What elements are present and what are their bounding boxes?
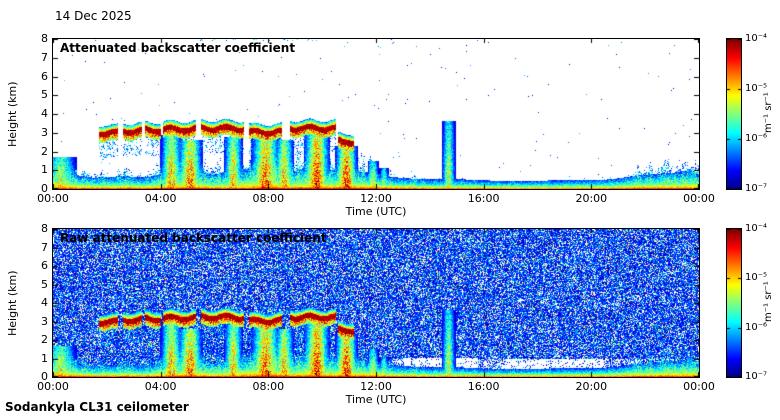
panel2-y-tick-label: 5 bbox=[41, 277, 48, 291]
instrument-label: Sodankyla CL31 ceilometer bbox=[5, 400, 189, 414]
panel2-colorbar-units-label: m⁻¹ sr⁻¹ bbox=[763, 281, 774, 323]
panel2-x-tick-label: 08:00 bbox=[252, 380, 285, 393]
panel2-x-tick-label: 16:00 bbox=[467, 380, 500, 393]
panel2-time-axis-label: Time (UTC) bbox=[345, 393, 407, 406]
panel1-x-tick-label: 04:00 bbox=[144, 192, 177, 205]
panel2-y-tick-label: 4 bbox=[41, 296, 48, 309]
attenuated-backscatter-panel: Attenuated backscatter coefficient bbox=[52, 38, 700, 190]
panel1-x-tick-label: 20:00 bbox=[575, 192, 608, 205]
raw-attenuated-backscatter-title: Raw attenuated backscatter coefficient bbox=[60, 231, 327, 245]
panel2-colorbar-tick-label: 10⁻⁶ bbox=[745, 321, 768, 333]
panel2-x-tick-label: 20:00 bbox=[575, 380, 608, 393]
panel1-colorbar-tick-label: 10⁻⁴ bbox=[745, 33, 768, 44]
attenuated-backscatter-title: Attenuated backscatter coefficient bbox=[60, 41, 296, 55]
panel1-y-tick-label: 2 bbox=[41, 144, 48, 158]
attenuated-backscatter-heatmap bbox=[53, 39, 699, 189]
date-label: 14 Dec 2025 bbox=[55, 9, 132, 23]
panel2-y-tick-label: 6 bbox=[41, 259, 48, 272]
panel1-colorbar-tick-label: 10⁻⁶ bbox=[745, 133, 768, 144]
panel1-colorbar-gradient bbox=[727, 39, 741, 189]
panel2-x-tick-label: 00:00 bbox=[683, 380, 715, 393]
panel2-colorbar-tick-label: 10⁻⁷ bbox=[745, 371, 768, 382]
panel1-x-tick-label: 12:00 bbox=[360, 192, 392, 205]
panel2-y-tick-label: 2 bbox=[41, 333, 48, 346]
panel1-y-tick-label: 0 bbox=[41, 182, 48, 195]
panel1-y-tick-label: 4 bbox=[41, 107, 48, 120]
panel1-y-tick-label: 1 bbox=[41, 163, 48, 177]
panel2-x-tick-label: 00:00 bbox=[37, 380, 69, 393]
panel2-y-tick-label: 3 bbox=[41, 314, 48, 328]
panel2-colorbar bbox=[726, 228, 742, 378]
panel2-y-tick-label: 8 bbox=[41, 222, 48, 235]
panel2-colorbar-gradient bbox=[727, 229, 741, 377]
panel2-y-tick-label: 1 bbox=[41, 351, 48, 365]
panel1-y-tick-label: 7 bbox=[41, 50, 48, 64]
panel2-colorbar-tick-label: 10⁻⁴ bbox=[745, 223, 768, 234]
panel1-x-tick-label: 16:00 bbox=[467, 192, 500, 205]
panel1-colorbar bbox=[726, 38, 742, 190]
panel2-colorbar-tick-label: 10⁻⁵ bbox=[745, 272, 768, 284]
raw-attenuated-backscatter-panel: Raw attenuated backscatter coefficient bbox=[52, 228, 700, 378]
panel2-x-tick-label: 04:00 bbox=[144, 380, 177, 393]
panel1-colorbar-units-label: m⁻¹ sr⁻¹ bbox=[763, 92, 774, 134]
panel1-x-tick-label: 08:00 bbox=[252, 192, 285, 205]
panel1-colorbar-tick-label: 10⁻⁵ bbox=[745, 83, 768, 94]
panel1-x-tick-label: 00:00 bbox=[683, 192, 715, 205]
panel1-y-tick-label: 3 bbox=[41, 125, 48, 139]
panel1-y-tick-label: 6 bbox=[41, 69, 48, 83]
panel2-y-tick-label: 7 bbox=[41, 240, 48, 254]
panel2-y-tick-label: 0 bbox=[41, 370, 48, 383]
panel1-colorbar-tick-label: 10⁻⁷ bbox=[745, 183, 768, 194]
panel1-x-tick-label: 00:00 bbox=[37, 192, 69, 205]
panel1-y-tick-label: 8 bbox=[41, 32, 48, 45]
raw-attenuated-backscatter-heatmap bbox=[53, 229, 699, 377]
panel2-x-tick-label: 12:00 bbox=[360, 380, 392, 393]
panel1-y-tick-label: 5 bbox=[41, 88, 48, 102]
panel1-time-axis-label: Time (UTC) bbox=[345, 205, 407, 218]
